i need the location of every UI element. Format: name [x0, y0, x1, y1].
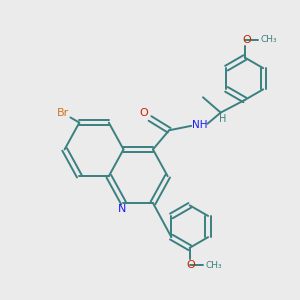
- Text: CH₃: CH₃: [206, 261, 222, 270]
- Text: CH₃: CH₃: [261, 35, 277, 44]
- Text: N: N: [118, 205, 126, 214]
- Text: NH: NH: [192, 120, 207, 130]
- Text: O: O: [187, 260, 196, 270]
- Text: O: O: [139, 108, 148, 118]
- Text: O: O: [242, 35, 251, 45]
- Text: Br: Br: [57, 108, 69, 118]
- Text: H: H: [219, 114, 227, 124]
